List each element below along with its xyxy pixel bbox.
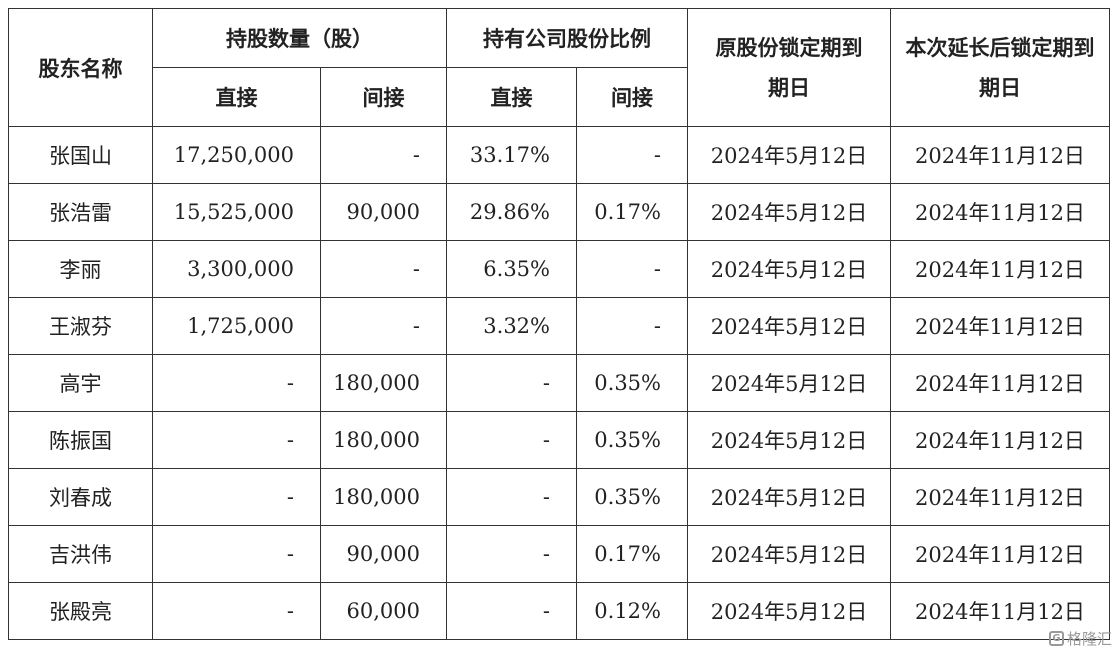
cell-indirect-shares: -	[320, 240, 447, 298]
table-header: 股东名称 持股数量（股） 持有公司股份比例 原股份锁定期到期日 本次延长后锁定期…	[8, 8, 1110, 127]
watermark: G 格隆汇	[1048, 628, 1112, 649]
cell-direct-ratio: 29.86%	[446, 183, 577, 241]
table-row: 陈振国 - 180,000 - 0.35% 2024年5月12日 2024年11…	[8, 411, 1110, 469]
table-row: 张国山 17,250,000 - 33.17% - 2024年5月12日 202…	[8, 126, 1110, 184]
cell-direct-shares: -	[152, 411, 321, 469]
lockup-table-container: 股东名称 持股数量（股） 持有公司股份比例 原股份锁定期到期日 本次延长后锁定期…	[8, 8, 1110, 640]
cell-original-date: 2024年5月12日	[687, 240, 891, 298]
cell-original-date: 2024年5月12日	[687, 525, 891, 583]
table-row: 高宇 - 180,000 - 0.35% 2024年5月12日 2024年11月…	[8, 354, 1110, 412]
cell-direct-ratio: -	[446, 468, 577, 526]
cell-indirect-shares: 180,000	[320, 354, 447, 412]
cell-direct-shares: -	[152, 468, 321, 526]
cell-direct-shares: -	[152, 354, 321, 412]
watermark-text: 格隆汇	[1066, 630, 1112, 648]
cell-name: 李丽	[8, 240, 153, 298]
cell-original-date: 2024年5月12日	[687, 468, 891, 526]
cell-direct-ratio: 33.17%	[446, 126, 577, 184]
cell-indirect-shares: -	[320, 297, 447, 355]
cell-direct-shares: 1,725,000	[152, 297, 321, 355]
cell-direct-ratio: -	[446, 582, 577, 640]
header-ratio-direct: 直接	[446, 67, 577, 127]
cell-extended-date: 2024年11月12日	[890, 126, 1110, 184]
cell-extended-date: 2024年11月12日	[890, 183, 1110, 241]
cell-direct-ratio: -	[446, 354, 577, 412]
cell-extended-date: 2024年11月12日	[890, 240, 1110, 298]
cell-extended-date: 2024年11月12日	[890, 354, 1110, 412]
cell-indirect-shares: 60,000	[320, 582, 447, 640]
cell-direct-shares: -	[152, 582, 321, 640]
table-row: 刘春成 - 180,000 - 0.35% 2024年5月12日 2024年11…	[8, 468, 1110, 526]
cell-name: 吉洪伟	[8, 525, 153, 583]
header-shares-direct: 直接	[152, 67, 321, 127]
cell-direct-shares: -	[152, 525, 321, 583]
cell-name: 刘春成	[8, 468, 153, 526]
cell-direct-shares: 15,525,000	[152, 183, 321, 241]
header-shares-held: 持股数量（股）	[152, 8, 447, 68]
cell-indirect-shares: 90,000	[320, 183, 447, 241]
cell-indirect-ratio: -	[576, 126, 688, 184]
cell-original-date: 2024年5月12日	[687, 297, 891, 355]
cell-indirect-ratio: 0.35%	[576, 354, 688, 412]
cell-indirect-ratio: 0.12%	[576, 582, 688, 640]
cell-original-date: 2024年5月12日	[687, 582, 891, 640]
cell-direct-ratio: 6.35%	[446, 240, 577, 298]
cell-indirect-ratio: 0.17%	[576, 183, 688, 241]
cell-direct-ratio: -	[446, 411, 577, 469]
cell-original-date: 2024年5月12日	[687, 126, 891, 184]
cell-indirect-shares: -	[320, 126, 447, 184]
cell-indirect-shares: 90,000	[320, 525, 447, 583]
cell-indirect-ratio: 0.35%	[576, 411, 688, 469]
cell-extended-date: 2024年11月12日	[890, 297, 1110, 355]
cell-name: 张国山	[8, 126, 153, 184]
table-body: 张国山 17,250,000 - 33.17% - 2024年5月12日 202…	[8, 126, 1110, 640]
header-ratio-indirect: 间接	[576, 67, 688, 127]
header-extended-lock-date: 本次延长后锁定期到期日	[890, 8, 1110, 127]
cell-extended-date: 2024年11月12日	[890, 468, 1110, 526]
cell-indirect-ratio: -	[576, 240, 688, 298]
table-row: 李丽 3,300,000 - 6.35% - 2024年5月12日 2024年1…	[8, 240, 1110, 298]
cell-name: 高宇	[8, 354, 153, 412]
header-shareholder-name: 股东名称	[8, 8, 153, 127]
cell-indirect-shares: 180,000	[320, 411, 447, 469]
cell-name: 王淑芬	[8, 297, 153, 355]
cell-direct-shares: 17,250,000	[152, 126, 321, 184]
cell-original-date: 2024年5月12日	[687, 411, 891, 469]
header-shares-indirect: 间接	[320, 67, 447, 127]
cell-extended-date: 2024年11月12日	[890, 582, 1110, 640]
shareholder-lockup-table: 股东名称 持股数量（股） 持有公司股份比例 原股份锁定期到期日 本次延长后锁定期…	[8, 8, 1110, 640]
cell-extended-date: 2024年11月12日	[890, 525, 1110, 583]
cell-direct-ratio: -	[446, 525, 577, 583]
cell-name: 张浩雷	[8, 183, 153, 241]
cell-name: 张殿亮	[8, 582, 153, 640]
header-share-ratio: 持有公司股份比例	[446, 8, 688, 68]
table-row: 吉洪伟 - 90,000 - 0.17% 2024年5月12日 2024年11月…	[8, 525, 1110, 583]
cell-direct-shares: 3,300,000	[152, 240, 321, 298]
cell-indirect-ratio: -	[576, 297, 688, 355]
cell-original-date: 2024年5月12日	[687, 183, 891, 241]
table-row: 王淑芬 1,725,000 - 3.32% - 2024年5月12日 2024年…	[8, 297, 1110, 355]
cell-direct-ratio: 3.32%	[446, 297, 577, 355]
cell-indirect-shares: 180,000	[320, 468, 447, 526]
cell-indirect-ratio: 0.35%	[576, 468, 688, 526]
header-original-lock-date: 原股份锁定期到期日	[687, 8, 891, 127]
table-row: 张殿亮 - 60,000 - 0.12% 2024年5月12日 2024年11月…	[8, 582, 1110, 640]
table-row: 张浩雷 15,525,000 90,000 29.86% 0.17% 2024年…	[8, 183, 1110, 241]
gelonghui-logo-icon: G	[1048, 631, 1064, 646]
cell-extended-date: 2024年11月12日	[890, 411, 1110, 469]
cell-original-date: 2024年5月12日	[687, 354, 891, 412]
cell-name: 陈振国	[8, 411, 153, 469]
cell-indirect-ratio: 0.17%	[576, 525, 688, 583]
